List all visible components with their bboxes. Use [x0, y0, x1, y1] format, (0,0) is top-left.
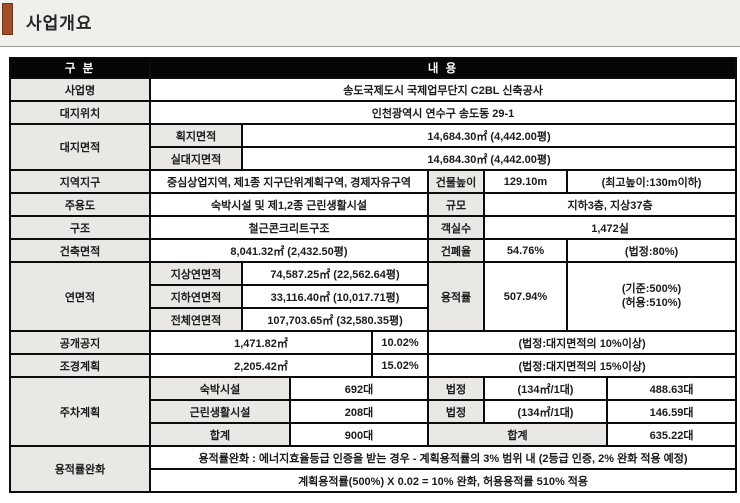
row-floor-area-2: 지하연면적 33,116.40㎡ (10,017.71평) — [10, 284, 736, 309]
row-building-area: 건축면적 8,041.32㎡ (2,432.50평) 건폐율 54.76% (법… — [9, 238, 738, 263]
row-site-area-2: 실대지면적 14,684.30㎡ (4,442.00평) — [10, 146, 738, 171]
label-site-location: 대지위치 — [9, 100, 151, 125]
row-zoning: 지역지구 중심상업지역, 제1종 지구단위계획구역, 경제자유구역 건물높이 1… — [9, 169, 738, 194]
value-building-height: 129.10m — [483, 169, 568, 194]
note-far: (기준:500%) (허용:510%) — [565, 261, 738, 332]
value-net-site-area: 14,684.30㎡ (4,442.00평) — [240, 146, 738, 171]
label-room-count: 객실수 — [427, 215, 485, 240]
legal-count-parking-total: 635.22대 — [605, 422, 738, 447]
value-coverage-ratio: 54.76% — [483, 238, 568, 263]
label-landscape: 조경계획 — [9, 353, 151, 378]
label-coverage-ratio: 건폐율 — [427, 238, 485, 263]
row-open-space: 공개공지 1,471.82㎡ 10.02% (법정:대지면적의 10%이상) — [9, 330, 738, 355]
note-open-space: (법정:대지면적의 10%이상) — [426, 330, 738, 355]
label-parking-total: 합계 — [149, 422, 291, 447]
value-building-area: 8,041.32㎡ (2,432.50평) — [149, 238, 429, 263]
note-coverage-ratio: (법정:80%) — [565, 238, 738, 263]
row-landscape: 조경계획 2,205.42㎡ 15.02% (법정:대지면적의 15%이상) — [9, 353, 738, 378]
row-parking-3: 합계 900대 합계 635.22대 — [10, 422, 738, 447]
label-business-name: 사업명 — [9, 77, 151, 102]
row-main-use: 주용도 숙박시설 및 제1,2종 근린생활시설 규모 지하3층, 지상37층 — [9, 192, 738, 217]
row-site-location: 대지위치 인천광역시 연수구 송도동 29-1 — [9, 100, 738, 125]
label-building-height: 건물높이 — [427, 169, 485, 194]
title-accent-bar — [2, 3, 13, 35]
label-parcel-area: 획지면적 — [149, 123, 243, 148]
value-main-use: 숙박시설 및 제1,2종 근린생활시설 — [149, 192, 429, 217]
count-parking-total: 900대 — [289, 422, 429, 447]
note-building-height: (최고높이:130m이하) — [565, 169, 738, 194]
row-site-area-1: 대지면적 획지면적 14,684.30㎡ (4,442.00평) — [9, 123, 738, 171]
value-zoning: 중심상업지역, 제1종 지구단위계획구역, 경제자유구역 — [149, 169, 429, 194]
label-parking-legal-2: 법정 — [427, 399, 485, 424]
row-floor-area-1: 연면적 지상연면적 74,587.25㎡ (22,562.64평) 용적률 50… — [9, 261, 738, 332]
count-parking-retail: 208대 — [289, 399, 429, 424]
far-relax-line2: 계획용적률(500%) X 0.02 = 10% 완화, 허용용적률 510% … — [148, 468, 738, 493]
label-site-area: 대지면적 — [9, 123, 151, 171]
count-parking-hotel: 692대 — [289, 376, 429, 401]
note-far-standard: (기준:500%) — [621, 282, 682, 295]
label-parking-hotel: 숙박시설 — [149, 376, 291, 401]
label-scale: 규모 — [427, 192, 485, 217]
label-main-use: 주용도 — [9, 192, 151, 217]
basis-parking-retail: (134㎡/1대) — [483, 399, 608, 424]
label-parking: 주차계획 — [9, 376, 151, 447]
label-parking-legal-total: 합계 — [427, 422, 608, 447]
row-business-name: 사업명 송도국제도시 국제업무단지 C2BL 신축공사 — [9, 77, 738, 102]
value-structure: 철근콘크리트구조 — [149, 215, 429, 240]
note-landscape: (법정:대지면적의 15%이상) — [426, 353, 738, 378]
value-above-ground-area: 74,587.25㎡ (22,562.64평) — [241, 261, 429, 286]
label-open-space: 공개공지 — [9, 330, 151, 355]
basis-parking-hotel: (134㎡/1대) — [483, 376, 608, 401]
value-parcel-area: 14,684.30㎡ (4,442.00평) — [240, 123, 738, 148]
value-room-count: 1,472실 — [482, 215, 738, 240]
row-parking-2: 근린생활시설 208대 법정 (134㎡/1대) 146.59대 — [10, 399, 738, 424]
row-structure: 구조 철근콘크리트구조 객실수 1,472실 — [9, 215, 738, 240]
value-below-ground-area: 33,116.40㎡ (10,017.71평) — [241, 284, 429, 309]
row-floor-area-3: 전체연면적 107,703.65㎡ (32,580.35평) — [10, 307, 736, 332]
value-far: 507.94% — [483, 261, 568, 332]
note-far-allowed: (허용:510%) — [621, 296, 682, 309]
legal-count-parking-hotel: 488.63대 — [605, 376, 738, 401]
value-total-floor-area: 107,703.65㎡ (32,580.35평) — [241, 307, 429, 332]
header-content: 내 용 — [148, 57, 738, 79]
row-parking-1: 주차계획 숙박시설 692대 법정 (134㎡/1대) 488.63대 — [9, 376, 738, 447]
label-above-ground-area: 지상연면적 — [149, 261, 243, 286]
label-below-ground-area: 지하연면적 — [149, 284, 243, 309]
label-net-site-area: 실대지면적 — [149, 146, 243, 171]
page-title: 사업개요 — [26, 14, 93, 33]
page-header: 사업개요 — [0, 0, 740, 47]
label-floor-area: 연면적 — [9, 261, 151, 332]
label-far: 용적률 — [427, 261, 485, 332]
value-landscape: 2,205.42㎡ — [149, 353, 373, 378]
legal-count-parking-retail: 146.59대 — [605, 399, 738, 424]
project-overview-table: 구 분 내 용 사업명 송도국제도시 국제업무단지 C2BL 신축공사 대지위치… — [9, 57, 738, 493]
label-structure: 구조 — [9, 215, 151, 240]
header-row: 구 분 내 용 — [9, 57, 738, 79]
label-parking-legal-1: 법정 — [427, 376, 485, 401]
row-far-relax-2: 계획용적률(500%) X 0.02 = 10% 완화, 허용용적률 510% … — [10, 468, 738, 493]
label-far-relax: 용적률완화 — [9, 445, 151, 493]
value-scale: 지하3층, 지상37층 — [482, 192, 738, 217]
row-far-relax-1: 용적률완화 용적률완화 : 에너지효율등급 인증을 받는 경우 - 계획용적률의… — [9, 445, 738, 493]
value-business-name: 송도국제도시 국제업무단지 C2BL 신축공사 — [148, 77, 738, 102]
label-parking-retail: 근린생활시설 — [149, 399, 291, 424]
label-building-area: 건축면적 — [9, 238, 151, 263]
far-relax-line1: 용적률완화 : 에너지효율등급 인증을 받는 경우 - 계획용적률의 3% 범위… — [148, 445, 738, 470]
value-open-space: 1,471.82㎡ — [149, 330, 373, 355]
percent-landscape: 15.02% — [371, 353, 429, 378]
value-site-location: 인천광역시 연수구 송도동 29-1 — [148, 100, 738, 125]
header-category: 구 분 — [9, 57, 151, 79]
percent-open-space: 10.02% — [371, 330, 429, 355]
label-total-floor-area: 전체연면적 — [149, 307, 243, 332]
label-zoning: 지역지구 — [9, 169, 151, 194]
